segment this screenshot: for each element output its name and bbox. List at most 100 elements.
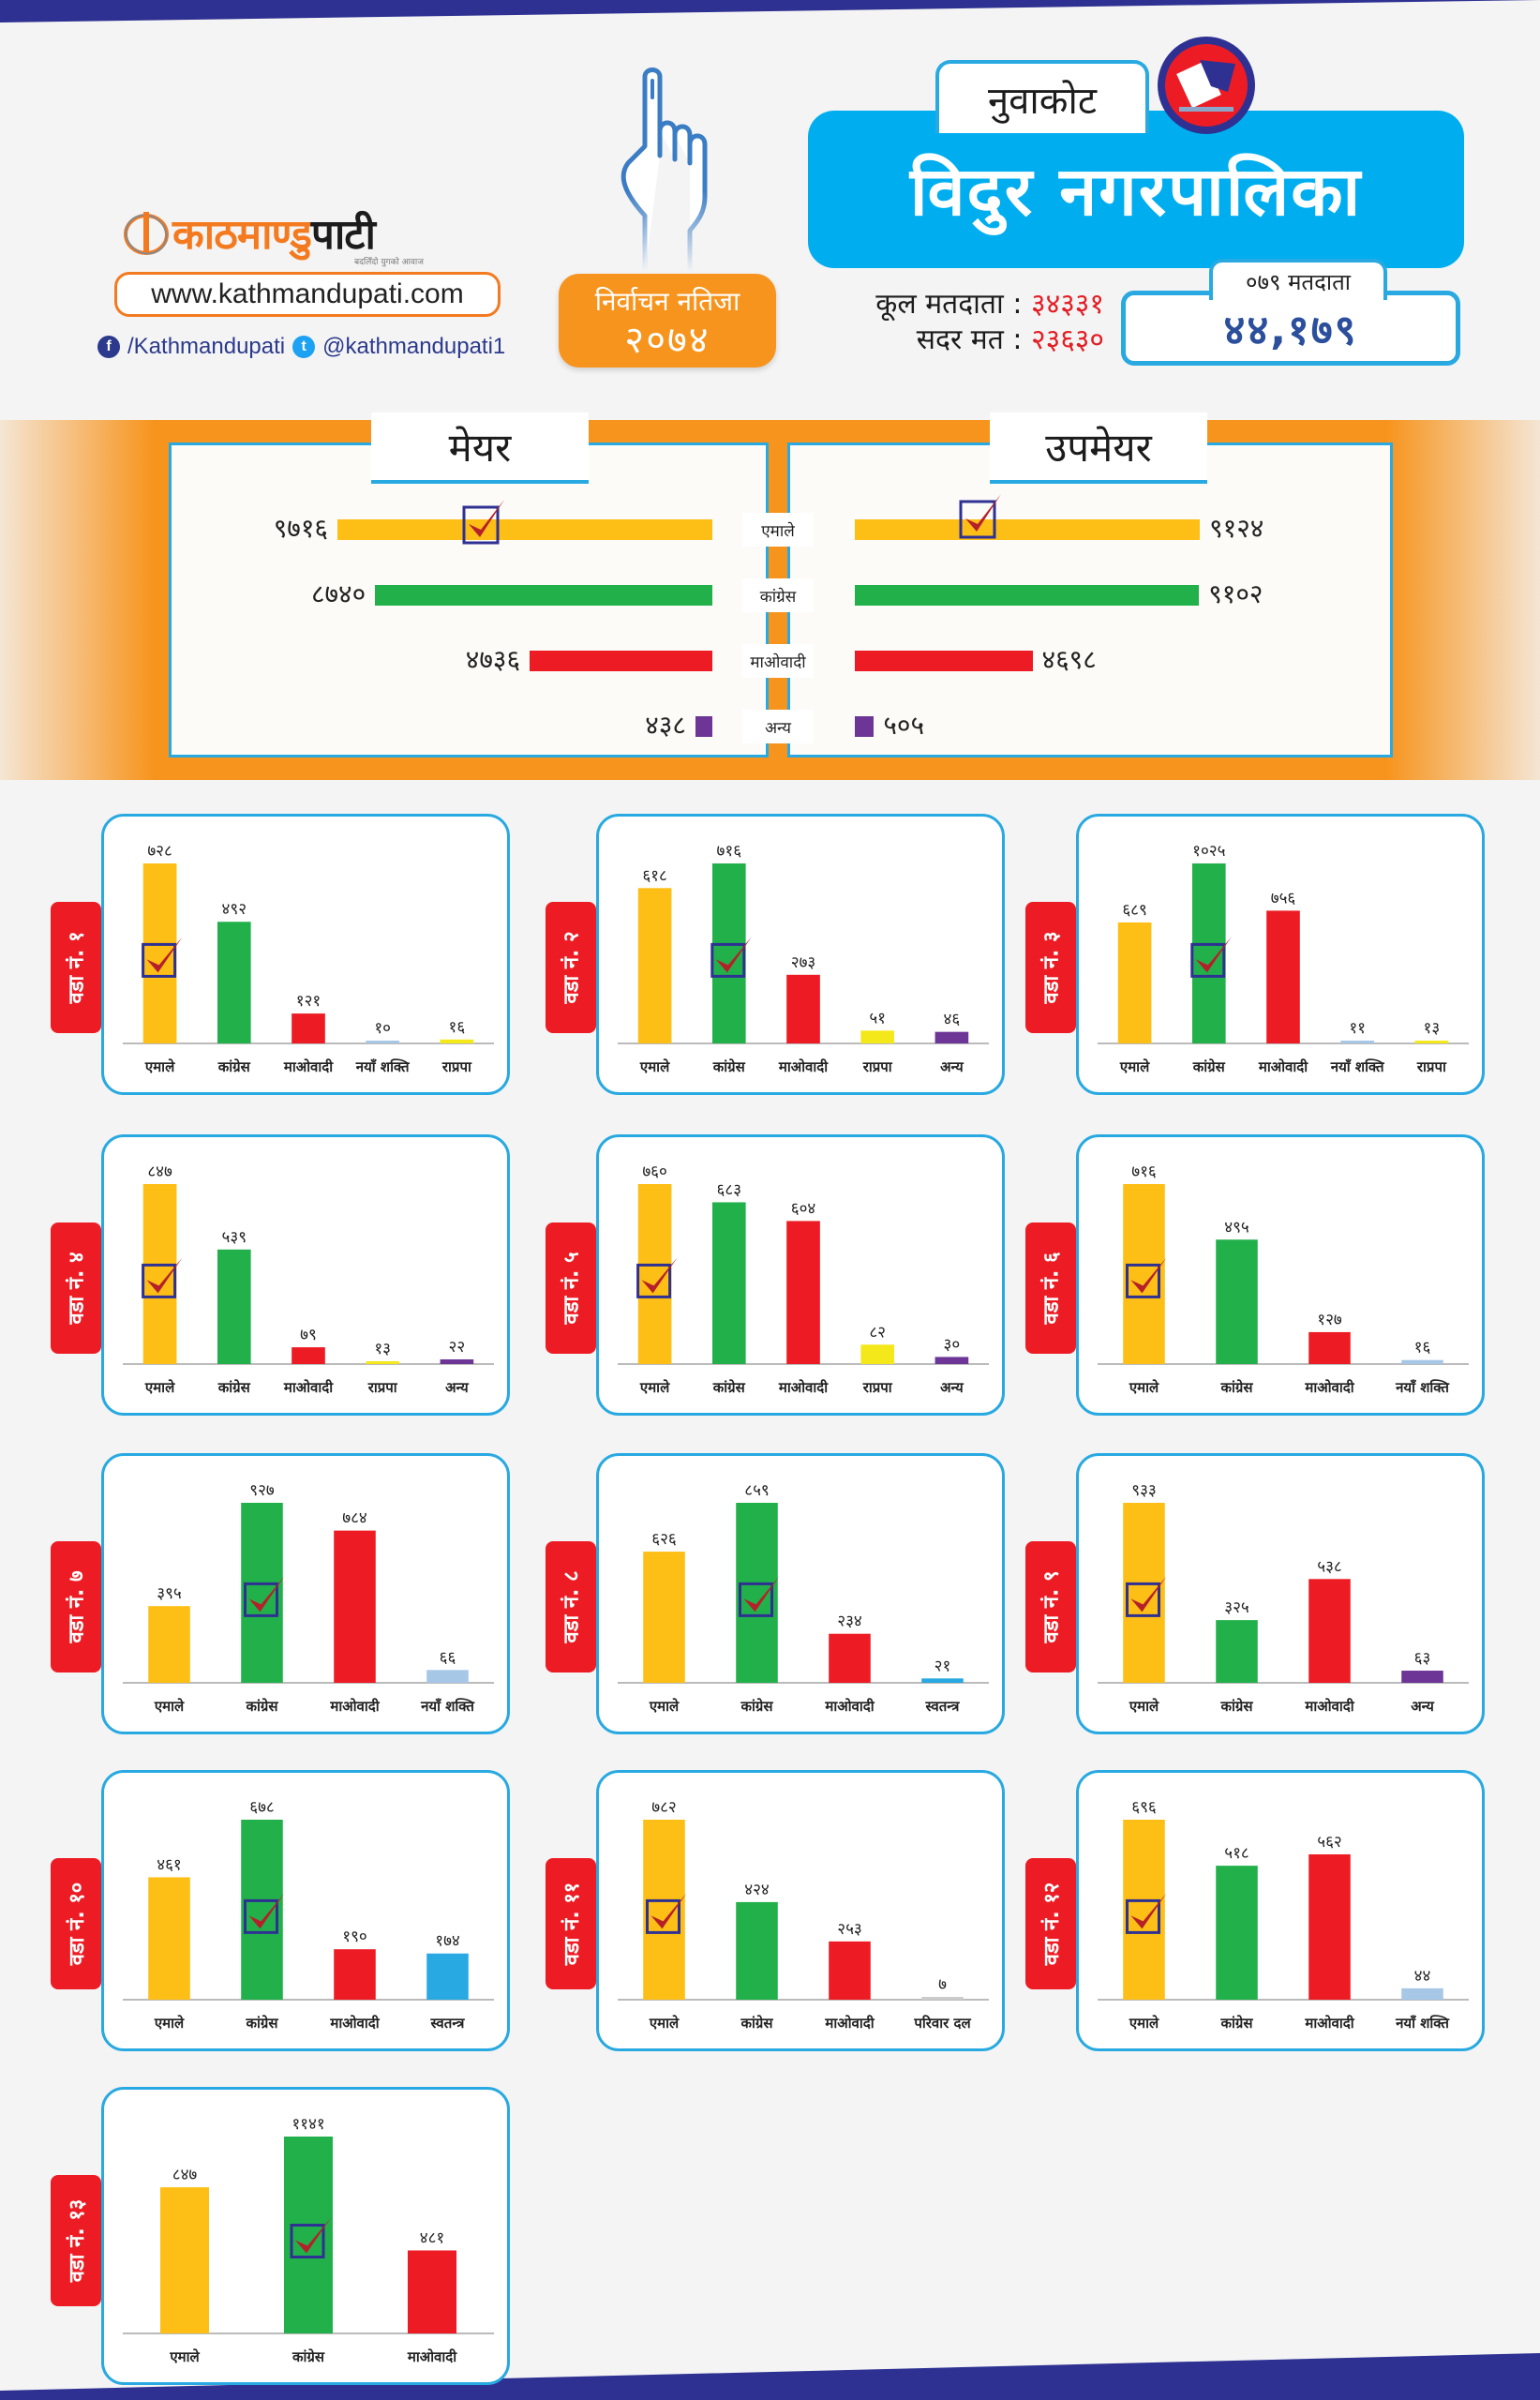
bar-value-label: १० bbox=[374, 1019, 391, 1038]
twitter-icon: t bbox=[292, 336, 316, 358]
bar-naya_shakti bbox=[1340, 1041, 1375, 1043]
bar-maoist bbox=[292, 1347, 325, 1364]
ward-title: वडा नं. १० bbox=[66, 1882, 89, 1966]
winner-check-icon bbox=[290, 2217, 331, 2258]
bar-emale bbox=[637, 1184, 672, 1364]
category-label: राप्रपा bbox=[1416, 1058, 1447, 1075]
bar-congress bbox=[1216, 1620, 1258, 1683]
category-label: कांग्रेस bbox=[712, 1379, 746, 1396]
bar-value-label: ८४७ bbox=[147, 1162, 172, 1181]
bar-naya_shakti bbox=[1401, 1359, 1443, 1364]
bar-value-label: ५६२ bbox=[1317, 1833, 1342, 1852]
bar-emale bbox=[142, 1184, 177, 1364]
category-label: एमाले bbox=[144, 1379, 175, 1396]
ward-number-tag: वडा नं. ४ bbox=[51, 1222, 101, 1354]
ward-title: वडा नं. ७ bbox=[66, 1570, 89, 1643]
category-label: माओवादी bbox=[1304, 1698, 1354, 1715]
bar-congress bbox=[711, 1202, 746, 1364]
deputy-votes-congress: ९१०२ bbox=[1208, 578, 1263, 609]
bar-maoist bbox=[829, 1633, 871, 1683]
winner-check-icon bbox=[739, 1576, 780, 1617]
ward-number-tag: वडा नं. ९ bbox=[1025, 1541, 1076, 1672]
category-label: कांग्रेस bbox=[245, 2015, 278, 2032]
bar-anya bbox=[440, 1359, 474, 1364]
category-label: माओवादी bbox=[283, 1058, 334, 1075]
bar-value-label: २२ bbox=[449, 1338, 466, 1357]
bar-value-label: ६०४ bbox=[791, 1199, 816, 1218]
bar-value-label: १०२५ bbox=[1192, 842, 1225, 861]
ward-title: वडा नं. ४ bbox=[66, 1252, 89, 1325]
deputy-bar-emale bbox=[855, 519, 1201, 540]
total-voters-label: कूल मतदाता bbox=[875, 288, 1004, 321]
valid-votes-label: सदर मत bbox=[916, 323, 1004, 356]
ward-chart-card: ६९६ एमाले ५१८ कांग्रेस ५६२ माओवादी ४४ नयाँ शक्त… bbox=[1076, 1770, 1485, 2051]
ward-title: वडा नं. ३ bbox=[1040, 931, 1064, 1004]
ward-number-tag: वडा नं. ६ bbox=[1025, 1222, 1076, 1354]
ward-chart-card: ८४७ एमाले ५३९ कांग्रेस ७९ माओवादी १३ राप्रपा २२ अ… bbox=[101, 1134, 510, 1416]
ward-bar-chart: ७६० एमाले ६८३ कांग्रेस ६०४ माओवादी ८२ राप्रपा ३०… bbox=[618, 1162, 989, 1396]
bar-rpp bbox=[440, 1039, 474, 1043]
ward-title: वडा नं. ११ bbox=[561, 1882, 584, 1966]
twitter-link[interactable]: @kathmandupati1 bbox=[322, 334, 506, 359]
category-label: एमाले bbox=[154, 1698, 185, 1715]
bar-value-label: ४२४ bbox=[744, 1881, 770, 1899]
bar-congress bbox=[736, 1901, 778, 2000]
bar-value-label: २७३ bbox=[791, 953, 816, 972]
ward-number-tag: वडा नं. ८ bbox=[546, 1541, 596, 1672]
ward-title: वडा नं. ९ bbox=[1040, 1570, 1064, 1643]
ward-number-tag: वडा नं. १ bbox=[51, 902, 101, 1033]
category-label: कांग्रेस bbox=[217, 1379, 251, 1396]
website-link[interactable]: www.kathmandupati.com bbox=[114, 272, 501, 317]
category-label: नयाँ शक्ति bbox=[355, 1058, 411, 1075]
party-label-congress: कांग्रेस bbox=[742, 578, 814, 612]
category-label: परिवार दल bbox=[913, 2015, 971, 2032]
bar-value-label: २५३ bbox=[837, 1920, 862, 1939]
bar-value-label: ६३ bbox=[1414, 1649, 1431, 1668]
bar-congress bbox=[1191, 863, 1226, 1043]
category-label: स्वतन्त्र bbox=[430, 2015, 466, 2032]
category-label: माओवादी bbox=[1304, 2015, 1354, 2032]
ward-title: वडा नं. ६ bbox=[1040, 1252, 1064, 1325]
facebook-link[interactable]: /Kathmandupati bbox=[127, 334, 286, 359]
social-links: f /Kathmandupati t @kathmandupati1 bbox=[97, 334, 505, 360]
bar-maoist bbox=[334, 1949, 376, 2000]
election-result-badge: निर्वाचन नतिजा २०७४ bbox=[559, 274, 776, 368]
bar-value-label: १२७ bbox=[1317, 1311, 1342, 1329]
ward-chart-card: ७१६ एमाले ४९५ कांग्रेस १२७ माओवादी १६ नयाँ शक्त… bbox=[1076, 1134, 1485, 1416]
category-label: एमाले bbox=[1129, 1379, 1159, 1396]
ward-title: वडा नं. १ bbox=[66, 931, 89, 1004]
brand-name-part2: पाटी bbox=[310, 211, 376, 259]
bar-maoist bbox=[1266, 910, 1300, 1043]
bar-congress bbox=[217, 922, 251, 1043]
ward-bar-chart: ८४७ एमाले ११४१ कांग्रेस ४८१ माओवादी bbox=[123, 2115, 494, 2365]
ward-number-tag: वडा नं. ११ bbox=[546, 1858, 596, 1989]
bar-congress bbox=[1216, 1239, 1258, 1364]
category-label: एमाले bbox=[649, 2015, 680, 2032]
party-label-maoist: माओवादी bbox=[742, 644, 814, 678]
bar-anya bbox=[934, 1031, 969, 1043]
deputy-winner-check-icon bbox=[959, 494, 1001, 539]
bar-naya_shakti bbox=[1401, 1988, 1443, 2000]
bar-value-label: २१ bbox=[934, 1657, 951, 1675]
brand-name-part1: काठमाण्डु bbox=[172, 211, 312, 259]
ballot-box-emblem-icon bbox=[1158, 37, 1255, 134]
brand-tagline: बदलिँदो युगको आवाज bbox=[354, 258, 424, 267]
bar-parivar_dal bbox=[921, 1997, 964, 2000]
bar-swatantra bbox=[426, 1953, 469, 2000]
bar-maoist bbox=[1308, 1331, 1351, 1364]
category-label: माओवादी bbox=[824, 2015, 875, 2032]
bar-anya bbox=[934, 1357, 969, 1364]
category-label: कांग्रेस bbox=[1219, 1698, 1253, 1715]
deputy-votes-anya: ५०५ bbox=[883, 710, 925, 741]
category-label: स्वतन्त्र bbox=[925, 1698, 961, 1715]
bar-emale bbox=[160, 2187, 209, 2333]
bar-value-label: ४९२ bbox=[222, 900, 247, 919]
bar-value-label: १७४ bbox=[435, 1932, 460, 1951]
category-label: माओवादी bbox=[283, 1379, 334, 1396]
bar-value-label: ७६० bbox=[642, 1162, 667, 1181]
bar-value-label: ७१६ bbox=[717, 842, 742, 861]
bar-value-label: १३ bbox=[374, 1340, 391, 1358]
bar-swatantra bbox=[921, 1678, 964, 1683]
voter-stats: कूल मतदाता : ३४३३१ सदर मत : २३६३० bbox=[875, 288, 1104, 356]
bar-maoist bbox=[408, 2250, 456, 2333]
